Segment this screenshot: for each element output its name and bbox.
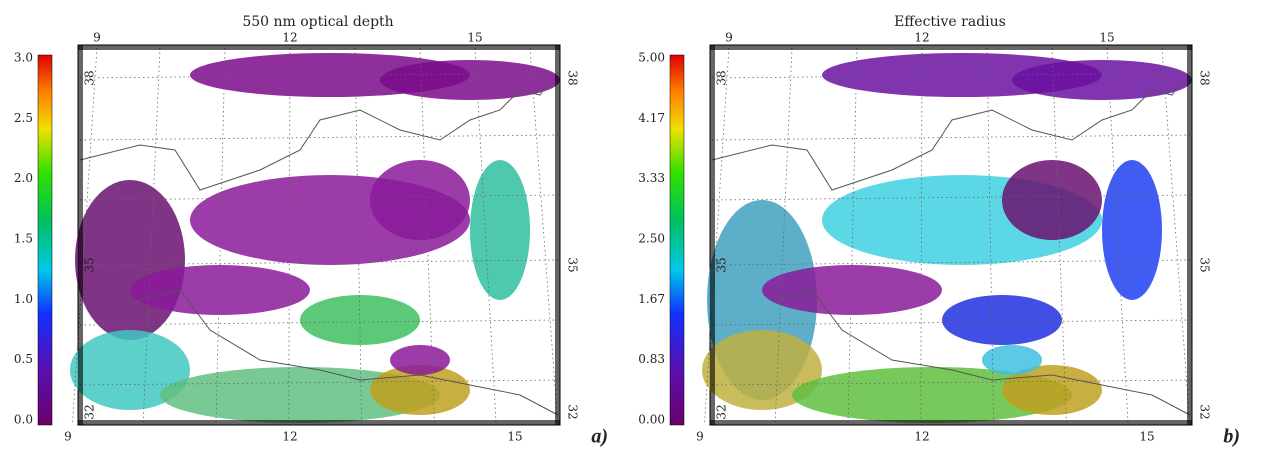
colorbar-tick-label: 2.50 [638,232,665,246]
lon-tick-label: 12 [282,430,297,444]
lat-tick-label: 32 [83,404,97,419]
graticule [774,47,793,423]
colorbar-tick-label: 0.0 [14,413,33,427]
lon-tick-label: 15 [1099,31,1114,45]
coastline [139,289,559,416]
lat-tick-label: 32 [1198,404,1212,419]
retrieval-area [982,345,1042,375]
retrieval-area [762,265,942,315]
retrieval-area [942,295,1062,345]
lat-tick-label: 32 [566,404,580,419]
colorbar-tick-label: 4.17 [638,111,665,125]
lon-tick-label: 9 [725,31,733,45]
map-title: 550 nm optical depth [242,14,393,30]
graticule [1051,47,1067,423]
retrieval-area [702,330,822,410]
lat-tick-label: 35 [715,257,729,272]
colorbar-tick-label: 1.67 [638,292,665,306]
frame-ruler [710,45,715,425]
colorbar [37,54,53,426]
lat-tick-label: 35 [83,257,97,272]
graticule [288,47,291,423]
frame-ruler [78,45,83,425]
coastline [711,79,1183,191]
graticule [711,319,1191,326]
retrieval-area [390,345,450,375]
colorbar-tick-label: 0.00 [638,413,665,427]
lat-tick-label: 32 [715,404,729,419]
graticule [215,47,226,423]
colorbar-tick-label: 1.0 [14,292,33,306]
graticule [711,379,1191,386]
colorbar-tick-label: 1.5 [14,232,33,246]
lat-tick-label: 38 [566,70,580,85]
colorbar-tick-label: 0.5 [14,352,33,366]
map-title: Effective radius [894,14,1006,30]
retrieval-area [380,60,560,100]
graticule [711,194,1191,201]
graticule [79,319,559,326]
graticule [711,259,1191,266]
lon-tick-label: 9 [64,430,72,444]
colorbar-tick-label: 5.00 [638,51,665,65]
lon-tick-label: 12 [914,31,929,45]
map-panel: 550 nm optical depth 0.0 0.5 1.0 1.5 2.0 2.5 3.… [14,14,608,448]
colorbar-tick-label: 2.5 [14,111,33,125]
graticule [711,72,1191,79]
frame-ruler [710,420,1192,425]
lon-tick-label: 15 [1139,430,1154,444]
graticule [419,47,435,423]
panel-label: b) [1223,426,1240,448]
graticule [847,47,858,423]
retrieval-area [370,160,470,240]
lat-tick-label: 35 [566,257,580,272]
frame-ruler [710,45,1192,50]
frame-ruler [78,420,560,425]
lon-tick-label: 9 [696,430,704,444]
lat-tick-label: 38 [1198,70,1212,85]
coastline [79,79,551,191]
colorbar [669,54,685,426]
retrieval-area [130,265,310,315]
graticule [986,47,994,423]
graticule [79,379,559,386]
lon-tick-label: 12 [282,31,297,45]
frame-ruler [78,45,560,50]
retrieval-area [300,295,420,345]
coastline [771,289,1191,416]
lon-tick-label: 15 [507,430,522,444]
retrieval-area [1002,160,1102,240]
panel-label: a) [591,426,608,448]
lat-tick-label: 35 [1198,257,1212,272]
graticule [711,134,1191,141]
lon-tick-label: 9 [93,31,101,45]
frame-ruler [555,45,560,425]
colorbar-tick-label: 2.0 [14,171,33,185]
lat-tick-label: 38 [715,70,729,85]
retrieval-area [1012,60,1192,100]
graticule [79,134,559,141]
retrieval-area [470,160,530,300]
graticule [920,47,923,423]
lat-tick-label: 38 [83,70,97,85]
colorbar-tick-label: 3.33 [638,171,665,185]
graticule [79,194,559,201]
retrieval-area [1102,160,1162,300]
colorbar-tick-label: 3.0 [14,51,33,65]
graticule [142,47,161,423]
frame-ruler [1187,45,1192,425]
retrieval-area [70,330,190,410]
retrieval-area [160,367,440,423]
lon-tick-label: 12 [914,430,929,444]
graticule [79,259,559,266]
graticule [79,72,559,79]
retrieval-area [792,367,1072,423]
map-panel: Effective radius 0.00 0.83 1.67 2.50 3.33 4.17… [638,14,1240,448]
colorbar-tick-label: 0.83 [638,352,665,366]
lon-tick-label: 15 [467,31,482,45]
graticule [354,47,362,423]
